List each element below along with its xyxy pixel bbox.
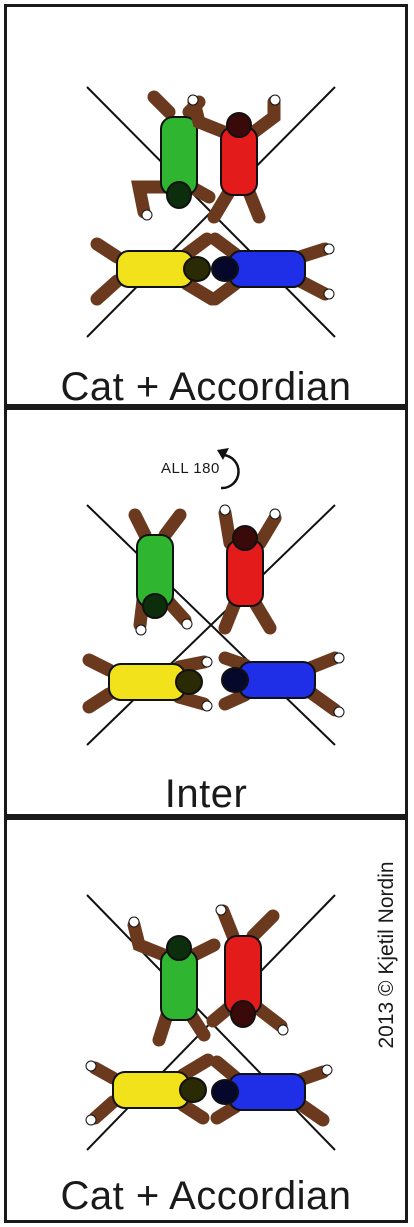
formation-diagram	[85, 894, 336, 1151]
panel-inter: ALL 180	[4, 407, 408, 817]
panel-caption: Inter	[164, 772, 248, 816]
panel-cat-accordian-bottom: 2013 © Kjetil Nordin	[4, 817, 408, 1223]
cross-line	[86, 504, 336, 746]
jumper-red	[206, 904, 289, 1036]
arrowhead-icon	[217, 448, 229, 460]
jumper-green	[128, 508, 193, 636]
rotation-label: ALL 180	[161, 460, 220, 477]
rotation-arrow-icon	[220, 453, 240, 490]
jumper-red	[218, 504, 282, 635]
jumper-yellow	[90, 232, 219, 306]
jumper-red	[187, 94, 281, 224]
jumper-yellow	[85, 1053, 215, 1126]
panel-caption: Cat + Accordian	[60, 1174, 352, 1218]
jumper-blue	[218, 651, 345, 718]
formation-diagram	[86, 86, 336, 338]
jumper-blue	[210, 1055, 333, 1127]
formation-diagram	[82, 448, 345, 746]
jumper-blue	[208, 232, 335, 306]
panel-caption: Cat + Accordian	[60, 365, 352, 409]
jumper-green	[127, 916, 221, 1047]
panel-cat-accordian-top: Cat + Accordian	[4, 4, 408, 409]
jumper-yellow	[82, 653, 213, 714]
